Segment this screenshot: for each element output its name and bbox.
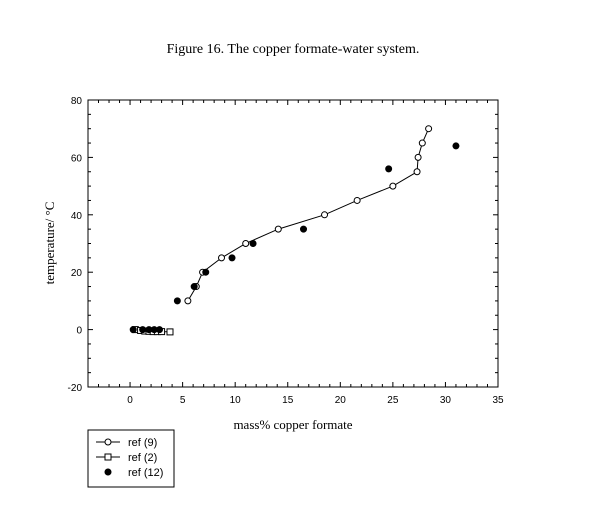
plot-frame bbox=[87, 99, 499, 388]
x-tick-label: 35 bbox=[492, 395, 504, 406]
series-3-point bbox=[173, 297, 181, 305]
legend-item: ref (2) bbox=[96, 452, 157, 464]
legend-marker bbox=[104, 468, 112, 476]
series-markers bbox=[129, 125, 460, 336]
x-tick-label: 10 bbox=[230, 395, 242, 406]
series-3-point bbox=[190, 283, 198, 291]
series-3-point bbox=[249, 240, 257, 248]
chart-title: Figure 16. The copper formate-water syst… bbox=[167, 42, 420, 57]
series-1-point bbox=[353, 196, 361, 204]
series-3-point bbox=[385, 165, 393, 173]
legend-label: ref (9) bbox=[128, 437, 157, 449]
legend-label: ref (2) bbox=[128, 452, 157, 464]
series-3-point bbox=[129, 326, 137, 334]
series-1-point bbox=[413, 168, 421, 176]
series-2-point bbox=[166, 328, 174, 336]
y-tick-label: 0 bbox=[76, 326, 82, 337]
x-tick-label: 0 bbox=[127, 395, 133, 406]
y-tick-label: 40 bbox=[71, 211, 83, 222]
series-1-point bbox=[389, 182, 397, 190]
series-3-point bbox=[202, 268, 210, 276]
legend-frame bbox=[87, 429, 175, 488]
series-3-point bbox=[139, 326, 147, 334]
series-1-line bbox=[187, 128, 430, 302]
series-1-point bbox=[425, 125, 433, 133]
y-tick-label: 20 bbox=[71, 268, 83, 279]
y-tick-label: 60 bbox=[71, 153, 83, 164]
x-tick-label: 30 bbox=[440, 395, 452, 406]
x-tick-label: 15 bbox=[282, 395, 294, 406]
x-axis-label: mass% copper formate bbox=[233, 417, 352, 432]
legend-marker bbox=[104, 438, 112, 446]
series-1-point bbox=[184, 297, 192, 305]
legend-marker bbox=[104, 453, 112, 461]
series-1-point bbox=[274, 225, 282, 233]
legend-item: ref (9) bbox=[96, 437, 157, 449]
series-1-point bbox=[414, 153, 422, 161]
series-1-point bbox=[218, 254, 226, 262]
legend-label: ref (12) bbox=[128, 467, 163, 479]
legend-item: ref (12) bbox=[104, 467, 163, 479]
series-3-point bbox=[300, 225, 308, 233]
axis-ticks bbox=[87, 99, 499, 388]
series-3-point bbox=[452, 142, 460, 150]
x-tick-label: 5 bbox=[180, 395, 186, 406]
axis-tick-labels: 0 5 10 15 20 25 30 35 -20 0 20 40 60 80 bbox=[68, 96, 504, 406]
y-axis-label: temperature/ °C bbox=[42, 202, 57, 285]
series-1-point bbox=[242, 240, 250, 247]
series-1-point bbox=[418, 139, 426, 147]
x-tick-label: 20 bbox=[335, 395, 347, 406]
y-tick-label: -20 bbox=[68, 383, 83, 394]
series-3-point bbox=[155, 326, 163, 334]
legend: ref (9) ref (2) ref (12) bbox=[87, 429, 175, 488]
x-tick-label: 25 bbox=[387, 395, 399, 406]
series-3-point bbox=[228, 254, 236, 262]
series-1-point bbox=[321, 211, 329, 219]
y-tick-label: 80 bbox=[71, 96, 83, 107]
